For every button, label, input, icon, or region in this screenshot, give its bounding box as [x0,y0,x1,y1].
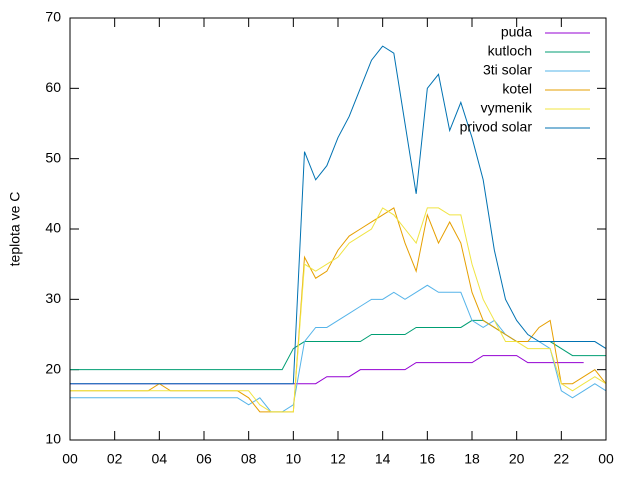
legend-label: puda [501,24,532,40]
x-tick-label: 00 [598,451,614,467]
plot-border [69,17,607,441]
x-tick-label: 12 [330,451,346,467]
x-tick-label: 14 [375,451,391,467]
legend-label: privod solar [460,119,533,135]
x-tick-label: 18 [464,451,480,467]
series-line [70,45,607,385]
y-tick-label: 20 [45,360,61,376]
x-tick-label: 06 [196,451,212,467]
x-tick-label: 20 [509,451,525,467]
y-tick-label: 30 [45,290,61,306]
y-tick-label: 70 [45,9,61,25]
y-tick-label: 40 [45,220,61,236]
y-tick-label: 10 [45,431,61,447]
y-axis-label: teplota ve C [7,192,23,267]
y-tick-label: 50 [45,149,61,165]
series-line [70,207,607,413]
y-tick-label: 60 [45,79,61,95]
series-line [70,207,607,413]
legend-label: kotel [502,81,532,97]
x-tick-label: 10 [286,451,302,467]
legend-label: 3ti solar [483,62,532,78]
legend-label: kutloch [488,43,532,59]
series-line [70,319,606,371]
x-tick-label: 16 [420,451,436,467]
x-tick-label: 02 [107,451,123,467]
x-tick-label: 00 [62,451,78,467]
legend-label: vymenik [481,100,533,116]
x-tick-label: 22 [554,451,570,467]
x-tick-label: 08 [241,451,257,467]
series-line [70,284,607,413]
x-tick-label: 04 [152,451,168,467]
